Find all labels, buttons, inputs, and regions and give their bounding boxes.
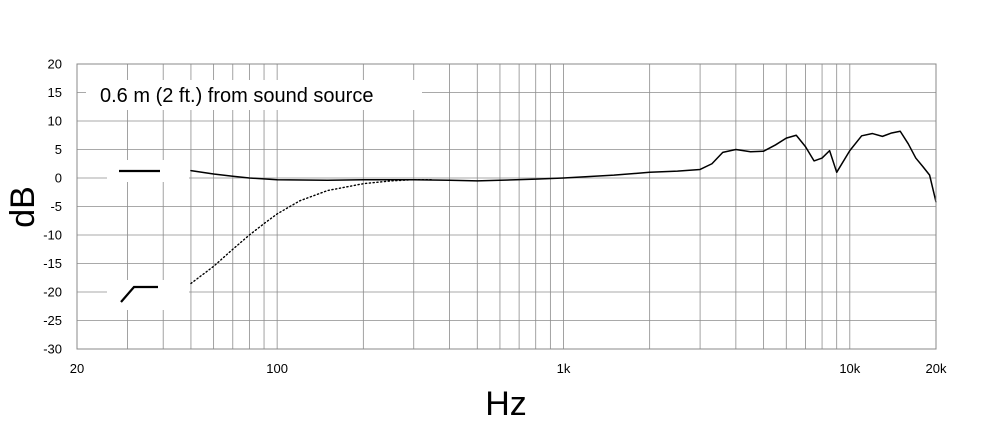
x-tick-label: 20 bbox=[70, 361, 84, 376]
y-tick-label: -5 bbox=[50, 199, 62, 214]
series-line-low-cut bbox=[190, 179, 434, 285]
x-tick-labels: 20 100 1k 10k 20k bbox=[70, 361, 947, 376]
series-layer bbox=[190, 130, 937, 285]
x-tick-label: 1k bbox=[557, 361, 571, 376]
annotation-text: 0.6 m (2 ft.) from sound source bbox=[100, 85, 373, 107]
y-axis-label: dB bbox=[4, 186, 42, 228]
series-line-flat bbox=[190, 130, 937, 203]
y-tick-label: -25 bbox=[43, 313, 62, 328]
y-tick-labels: 20 15 10 5 0 -5 -10 -15 -20 -25 -30 bbox=[43, 57, 62, 357]
y-tick-label: -20 bbox=[43, 285, 62, 300]
y-tick-label: 20 bbox=[48, 57, 62, 72]
y-tick-label: 15 bbox=[48, 85, 62, 100]
x-axis-label: Hz bbox=[485, 385, 527, 423]
y-tick-label: -10 bbox=[43, 228, 62, 243]
legend-low-cut-response-icon bbox=[120, 285, 158, 303]
y-tick-label: -30 bbox=[43, 342, 62, 357]
y-tick-label: 10 bbox=[48, 114, 62, 129]
y-tick-label: 0 bbox=[55, 171, 62, 186]
y-tick-label: 5 bbox=[55, 142, 62, 157]
annotation-background bbox=[86, 80, 422, 110]
plot-frame bbox=[76, 63, 937, 350]
legend-mask bbox=[107, 280, 189, 310]
x-tick-label: 10k bbox=[839, 361, 860, 376]
x-tick-label: 20k bbox=[926, 361, 947, 376]
y-tick-label: -15 bbox=[43, 256, 62, 271]
grid-lines bbox=[77, 64, 936, 349]
x-tick-label: 100 bbox=[266, 361, 288, 376]
